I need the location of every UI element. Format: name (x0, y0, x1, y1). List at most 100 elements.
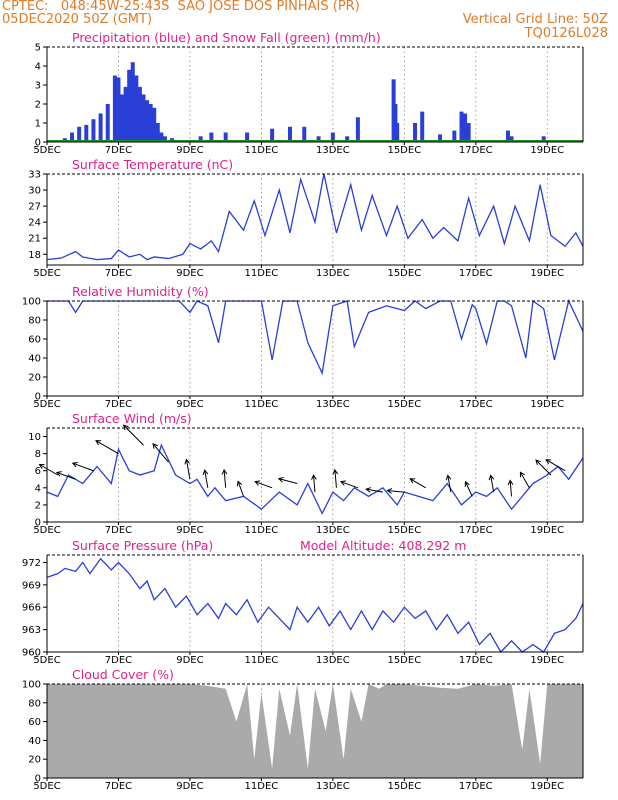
wind-arrow (56, 471, 76, 480)
panel-2-xtick-label: 11DEC (245, 268, 279, 279)
panel-3-xtick-label: 9DEC (176, 399, 203, 410)
panel-5-xtick-label: 7DEC (105, 655, 132, 666)
precip-bar (463, 113, 468, 142)
wind-arrow (340, 481, 359, 489)
panel-4-series-line (46, 443, 584, 515)
wind-arrow-head (409, 478, 416, 484)
panel-3-xtick-label: 17DEC (459, 399, 493, 410)
wind-arrow (185, 459, 191, 480)
panel-2-xtick-label: 17DEC (459, 268, 493, 279)
panel-1-xtick-label: 17DEC (459, 145, 493, 156)
wind-arrow (387, 490, 405, 493)
wind-arrow-head (464, 480, 470, 487)
precip-bar (438, 134, 443, 142)
header-grid-note: Vertical Grid Line: 50Z (462, 12, 608, 27)
panel-2-xtick-label: 15DEC (387, 268, 421, 279)
panel-2-ytick-label: 33 (28, 170, 41, 181)
precip-bar (91, 119, 96, 142)
panel-5-xtick-label: 19DEC (530, 655, 564, 666)
precip-bar (198, 136, 203, 142)
panel-2-series-line (46, 173, 584, 261)
panel-3-ytick-label: 20 (28, 373, 41, 384)
wind-arrow (519, 471, 530, 489)
panel-2-xtick-label: 5DEC (33, 268, 60, 279)
wind-arrow-head (545, 459, 552, 465)
panel-6-xtick-label: 5DEC (33, 781, 60, 792)
panel-3-xtick-label: 15DEC (387, 399, 421, 410)
panel-6-xtick-label: 13DEC (316, 781, 350, 792)
wind-arrow (334, 469, 337, 488)
precip-bar (155, 123, 160, 142)
panel-6-xtick-label: 15DEC (387, 781, 421, 792)
panel-6-xtick-label: 11DEC (245, 781, 279, 792)
wind-arrow-head (221, 468, 228, 475)
precip-bar (84, 124, 89, 142)
precip-bar (459, 111, 464, 142)
precip-bar (98, 113, 103, 142)
panel-5-ytick-label: 960 (22, 648, 41, 659)
wind-arrow (535, 459, 552, 476)
wind-arrow (223, 469, 227, 488)
wind-arrow-head (277, 476, 284, 483)
panel-4-xtick-label: 17DEC (459, 525, 493, 536)
panel-3-title: Relative Humidity (%) (72, 284, 209, 299)
panel-2-ytick-label: 18 (28, 250, 41, 261)
panel-4-ytick-label: 10 (28, 432, 41, 443)
precip-bar (505, 130, 510, 142)
wind-arrow-head (535, 459, 541, 466)
precip-bar (466, 123, 471, 142)
precip-bar (123, 86, 128, 142)
panel-3-xtick-label: 7DEC (105, 399, 132, 410)
precip-bar (145, 100, 150, 142)
panel-1-xtick-label: 7DEC (105, 145, 132, 156)
wind-arrow (237, 481, 245, 497)
panel-4-xtick-label: 9DEC (176, 525, 203, 536)
precip-bar (105, 104, 110, 142)
precip-bar (77, 126, 82, 142)
panel-5-ytick-label: 969 (22, 580, 41, 591)
panel-5-annotation: Model Altitude: 408.292 m (300, 538, 466, 553)
panel-4-ytick-label: 8 (35, 449, 41, 460)
wind-arrow-head (55, 471, 62, 477)
panel-5-xtick-label: 15DEC (387, 655, 421, 666)
wind-arrow (545, 459, 566, 472)
wind-arrow-head (184, 458, 190, 465)
panel-4-ytick-label: 2 (35, 500, 41, 511)
panel-4-ytick-label: 4 (35, 483, 41, 494)
panel-3-ytick-label: 0 (35, 392, 41, 403)
wind-arrow (95, 440, 119, 455)
precip-bar (209, 132, 214, 142)
precip-bar (141, 94, 146, 142)
panel-5-ytick-label: 972 (22, 558, 41, 569)
wind-arrow-head (254, 480, 261, 486)
precip-bar (345, 136, 350, 142)
wind-arrow-head (71, 461, 78, 468)
precip-bar (413, 123, 418, 142)
panel-6-ytick-label: 80 (28, 698, 41, 709)
wind-arrow (204, 470, 209, 488)
header-model-id: TQ0126L028 (524, 26, 608, 41)
precip-bar (137, 86, 142, 142)
wind-arrow (366, 488, 383, 493)
panel-3-xtick-label: 19DEC (530, 399, 564, 410)
wind-arrow (152, 443, 169, 463)
wind-arrow-head (311, 474, 317, 480)
panel-4-xtick-label: 15DEC (387, 525, 421, 536)
panel-4-xtick-label: 13DEC (316, 525, 350, 536)
panel-2-ytick-label: 27 (28, 202, 41, 213)
wind-arrow-head (488, 474, 495, 481)
wind-arrow (465, 481, 473, 497)
panel-6-xtick-label: 9DEC (176, 781, 203, 792)
panel-4-xtick-label: 5DEC (33, 525, 60, 536)
precip-bar (395, 123, 400, 142)
panel-5-xtick-label: 11DEC (245, 655, 279, 666)
precip-bar (541, 136, 546, 142)
panel-6-xtick-label: 19DEC (530, 781, 564, 792)
precip-bar (355, 117, 360, 142)
precip-bar (120, 94, 125, 142)
panel-1-xtick-label: 5DEC (33, 145, 60, 156)
panel-1-ytick-label: 1 (35, 119, 41, 130)
panel-6-xtick-label: 17DEC (459, 781, 493, 792)
wind-arrow (447, 475, 452, 493)
wind-arrow (490, 475, 495, 493)
